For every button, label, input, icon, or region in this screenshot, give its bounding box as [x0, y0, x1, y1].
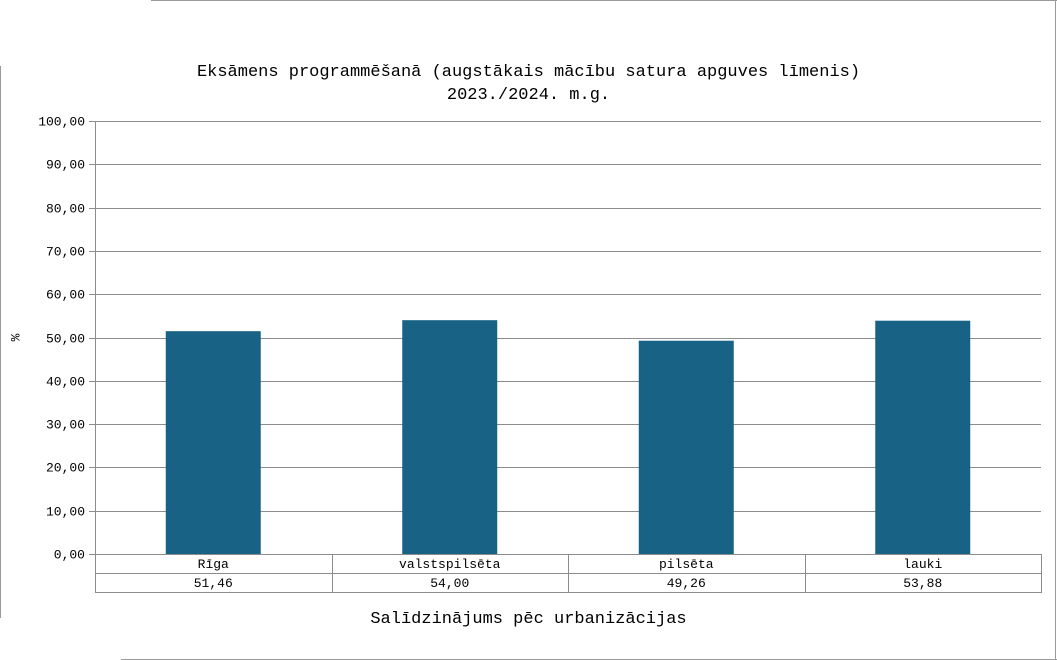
y-tick-label: 50,00 [46, 332, 85, 347]
frame-right-border [1055, 0, 1056, 660]
y-tick-label: 60,00 [46, 288, 85, 303]
bar [875, 320, 971, 554]
y-tick-label: 20,00 [46, 461, 85, 476]
data-value-label: 53,88 [903, 576, 942, 591]
x-category-label: Rīga [198, 557, 229, 572]
bar [638, 340, 734, 554]
x-category-label: pilsēta [659, 557, 714, 572]
x-axis-label: Salīdzinājums pēc urbanizācijas [370, 610, 687, 629]
y-tick-label: 30,00 [46, 418, 85, 433]
x-category-label: valstspilsēta [399, 557, 501, 572]
y-tick-label: 80,00 [46, 202, 85, 217]
frame-left-border [0, 66, 1, 618]
x-category-label: lauki [903, 557, 942, 572]
chart-title: Eksāmens programmēšanā (augstākais mācīb… [196, 63, 861, 82]
data-value-label: 54,00 [430, 576, 469, 591]
y-tick-label: 10,00 [46, 505, 85, 520]
y-tick-label: 100,00 [38, 115, 85, 130]
frame-top-border [151, 0, 1057, 1]
chart-subtitle: 2023./2024. m.g. [446, 86, 611, 105]
data-value-label: 49,26 [667, 576, 706, 591]
bar [402, 320, 498, 554]
y-tick-label: 40,00 [46, 375, 85, 390]
y-tick-label: 0,00 [54, 548, 85, 563]
data-value-label: 51,46 [194, 576, 233, 591]
bar [165, 331, 261, 554]
y-tick-label: 70,00 [46, 245, 85, 260]
y-tick-label: 90,00 [46, 158, 85, 173]
